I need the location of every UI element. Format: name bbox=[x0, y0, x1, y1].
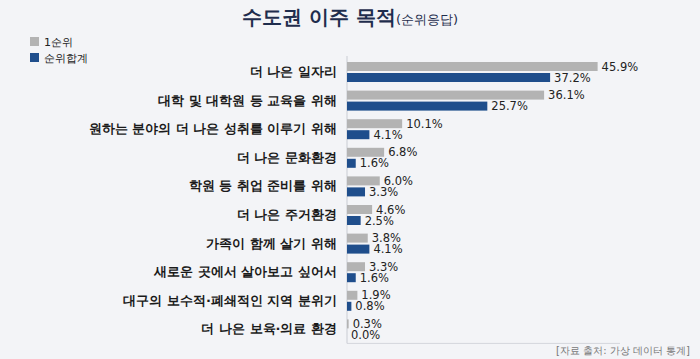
title-group: 수도권 이주 목적(순위응답) bbox=[242, 5, 458, 29]
data-label: 45.9% bbox=[602, 60, 639, 74]
data-label: 2.5% bbox=[365, 214, 394, 228]
category-label: 대학 및 대학원 등 교육을 위해 bbox=[158, 93, 337, 108]
data-label: 4.1% bbox=[373, 242, 402, 256]
bar bbox=[347, 273, 356, 282]
background bbox=[0, 0, 700, 359]
bar bbox=[347, 73, 550, 82]
data-label: 10.1% bbox=[406, 117, 443, 131]
data-label: 1.6% bbox=[360, 156, 389, 170]
legend-label: 순위합계 bbox=[44, 52, 88, 65]
category-label: 원하는 분야의 더 나은 성취를 이루기 위해 bbox=[89, 121, 337, 136]
bar bbox=[347, 234, 368, 243]
category-label: 가족이 함께 살기 위해 bbox=[206, 236, 337, 251]
legend-swatch bbox=[30, 37, 39, 46]
category-label: 새로운 곳에서 살아보고 싶어서 bbox=[153, 264, 337, 279]
chart: 수도권 이주 목적(순위응답) 더 나은 일자리 45.9% 37.2% 대학 및 대학… bbox=[0, 0, 700, 359]
data-label: 1.6% bbox=[360, 271, 389, 285]
category-label: 대구의 보수적·폐쇄적인 지역 분위기 bbox=[123, 293, 337, 308]
data-label: 25.7% bbox=[491, 99, 528, 113]
legend: 1순위순위합계 bbox=[30, 36, 88, 65]
x-axis bbox=[347, 343, 620, 344]
category-label: 더 나은 문화환경 bbox=[237, 150, 337, 165]
labels: 더 나은 일자리 45.9% 37.2% 대학 및 대학원 등 교육을 위해 36.1%… bbox=[89, 60, 638, 342]
category-label: 더 나은 보육·의료 환경 bbox=[201, 321, 337, 336]
data-label: 36.1% bbox=[548, 88, 585, 102]
bar bbox=[347, 216, 361, 225]
data-label: 6.8% bbox=[388, 145, 417, 159]
bar bbox=[347, 330, 348, 339]
subtitle: (순위응답) bbox=[396, 12, 458, 27]
bar bbox=[347, 302, 351, 311]
bar bbox=[347, 159, 356, 168]
legend-swatch bbox=[30, 53, 39, 62]
bars bbox=[347, 62, 598, 328]
data-label: 0.8% bbox=[355, 299, 384, 313]
title: 수도권 이주 목적 bbox=[242, 5, 396, 29]
bar bbox=[347, 319, 349, 328]
bar bbox=[347, 130, 369, 139]
category-label: 더 나은 주거환경 bbox=[237, 207, 337, 222]
legend-label: 1순위 bbox=[44, 36, 73, 49]
bar bbox=[347, 245, 369, 254]
bar bbox=[347, 187, 365, 196]
category-label: 학원 등 취업 준비를 위해 bbox=[189, 178, 337, 193]
data-label: 37.2% bbox=[554, 71, 591, 85]
category-label: 더 나은 일자리 bbox=[250, 64, 337, 79]
data-label: 0.0% bbox=[351, 328, 380, 342]
bar bbox=[347, 102, 487, 111]
data-label: 3.3% bbox=[369, 185, 398, 199]
data-label: 4.1% bbox=[373, 128, 402, 142]
source: [자료 출처: 가상 데이터 통계] bbox=[556, 345, 690, 356]
